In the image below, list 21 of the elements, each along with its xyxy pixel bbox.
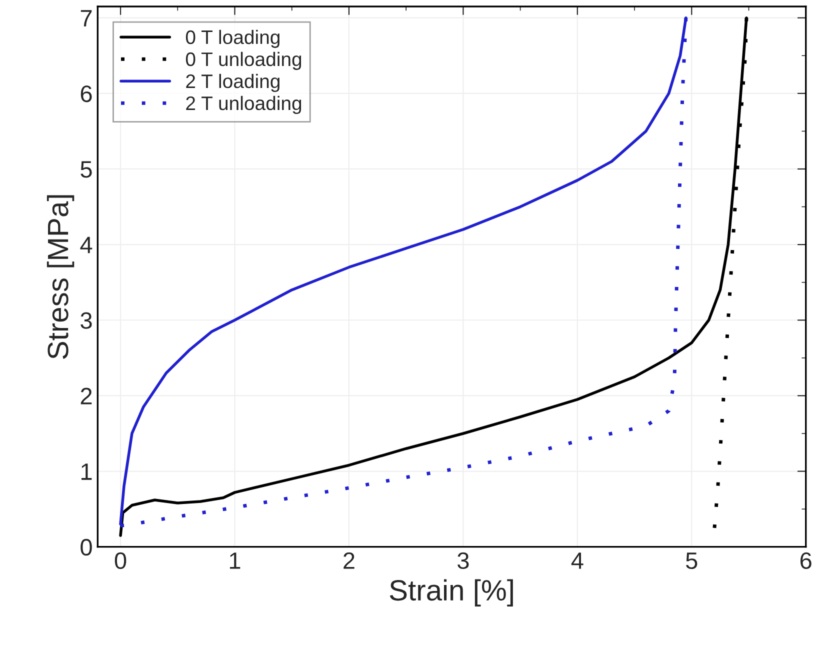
legend-label: 0 T unloading — [186, 52, 302, 70]
x-tick-label: 4 — [571, 552, 584, 569]
y-tick-label: 7 — [80, 10, 92, 26]
y-tick-label: 2 — [80, 388, 92, 404]
legend-label: 2 T unloading — [186, 96, 302, 114]
legend-label: 2 T loading — [186, 74, 280, 92]
x-tick-label: 1 — [230, 552, 240, 569]
y-tick-label: 1 — [81, 464, 92, 480]
y-tick-label: 6 — [80, 85, 92, 102]
x-axis-title: Strain [%] — [390, 579, 513, 606]
x-tick-label: 2 — [344, 552, 354, 569]
y-axis-title: Stress [MPa] — [46, 195, 74, 359]
y-tick-label: 0 — [80, 538, 92, 556]
x-tick-label: 0 — [114, 552, 126, 570]
y-tick-label: 3 — [80, 312, 92, 329]
x-tick-label: 5 — [686, 552, 698, 570]
y-tick-label: 5 — [80, 161, 92, 178]
legend-label: 0 T loading — [186, 30, 280, 48]
y-tick-label: 4 — [80, 236, 92, 254]
x-tick-label: 6 — [800, 552, 812, 570]
x-tick-label: 3 — [458, 552, 469, 570]
